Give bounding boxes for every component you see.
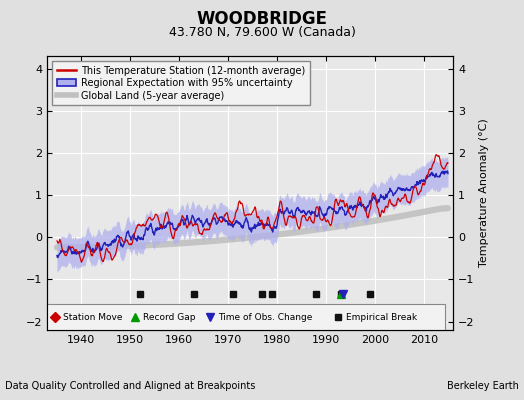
Legend: This Temperature Station (12-month average), Regional Expectation with 95% uncer: This Temperature Station (12-month avera…: [52, 61, 310, 106]
Text: 43.780 N, 79.600 W (Canada): 43.780 N, 79.600 W (Canada): [169, 26, 355, 39]
Y-axis label: Temperature Anomaly (°C): Temperature Anomaly (°C): [479, 119, 489, 267]
Text: Berkeley Earth: Berkeley Earth: [447, 381, 519, 391]
Text: Data Quality Controlled and Aligned at Breakpoints: Data Quality Controlled and Aligned at B…: [5, 381, 256, 391]
Text: WOODBRIDGE: WOODBRIDGE: [196, 10, 328, 28]
